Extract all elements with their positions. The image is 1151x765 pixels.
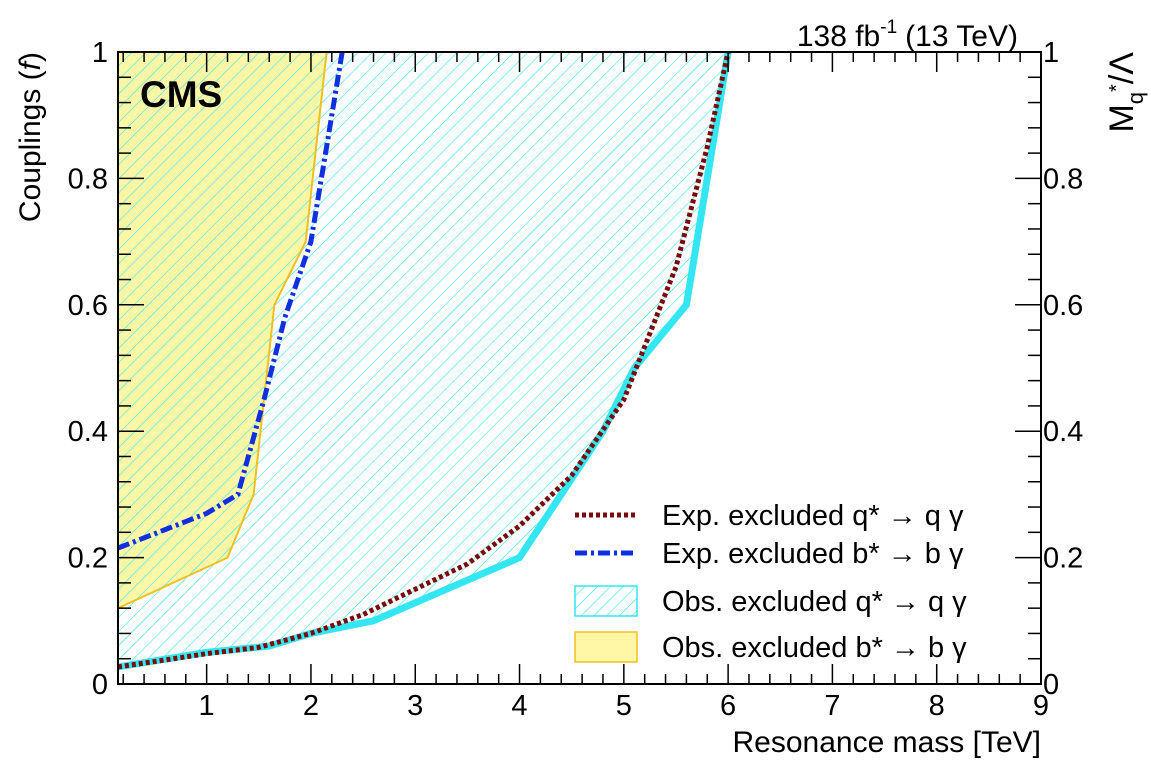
y-tick-label: 0.2 [68, 543, 108, 575]
y-tick-label: 0.6 [68, 290, 108, 322]
obs-excluded-qstar-boundary [118, 52, 732, 671]
legend-label-obs-bstar: Obs. excluded b* → b γ [662, 632, 967, 664]
y-tick-labels: 0 0.2 0.4 0.6 0.8 1 [68, 37, 108, 701]
obs-excluded-qstar-area [118, 52, 729, 667]
y-axis-title-main: Couplings ( [14, 70, 47, 222]
lumi-energy: (13 TeV) [905, 20, 1018, 53]
y2-tick-label: 0.8 [1043, 163, 1083, 195]
y2-tick-label: 1 [1043, 37, 1059, 69]
legend: Exp. excluded q* → q γ Exp. excluded b* … [574, 500, 967, 664]
exp-excluded-bstar-line [118, 52, 345, 551]
y2-axis-title-q: q [1123, 92, 1148, 104]
y-axis-title-italic: f [14, 59, 47, 70]
y2-axis-title-m: M [1103, 104, 1141, 132]
legend-label-exp-bstar: Exp. excluded b* → b γ [662, 538, 964, 570]
x-tick-label: 2 [303, 690, 319, 722]
y-tick-label: 0 [92, 669, 108, 701]
x-tick-label: 9 [1033, 690, 1049, 722]
x-tick-label: 4 [511, 690, 527, 722]
y-axis-title-close: ) [14, 52, 47, 62]
legend-label-exp-qstar: Exp. excluded q* → q γ [662, 500, 964, 532]
y2-tick-label: 0.4 [1043, 416, 1083, 448]
legend-swatch-obs-bstar [574, 631, 638, 663]
y-axis-title: Couplings (f) [14, 52, 47, 222]
y2-tick-label: 0 [1043, 669, 1059, 701]
x-tick-label: 7 [824, 690, 840, 722]
y-tick-label: 0.4 [68, 416, 108, 448]
x-tick-label: 1 [199, 690, 215, 722]
y2-axis-title: Mq*/Λ [1103, 52, 1148, 133]
lumi-exponent: -1 [880, 17, 897, 38]
axis-ticks [118, 51, 1042, 685]
luminosity-label: 138 fb-1 (13 TeV) [797, 17, 1018, 53]
x-tick-labels: 1 2 3 4 5 6 7 8 9 [199, 690, 1050, 722]
y-tick-label: 0.8 [68, 163, 108, 195]
x-tick-label: 6 [720, 690, 736, 722]
lumi-value: 138 fb [797, 20, 880, 53]
y-tick-label: 1 [92, 37, 108, 69]
legend-label-obs-qstar: Obs. excluded q* → q γ [662, 586, 967, 618]
cms-label: CMS [140, 74, 222, 115]
y2-axis-title-star: * [1106, 84, 1128, 92]
x-tick-label: 3 [407, 690, 423, 722]
y2-tick-label: 0.2 [1043, 543, 1083, 575]
plot-frame [117, 51, 1042, 685]
x-tick-label: 8 [929, 690, 945, 722]
legend-swatch-obs-qstar [574, 585, 638, 617]
x-axis-title: Resonance mass [TeV] [733, 726, 1041, 759]
exp-excluded-qstar-line [118, 52, 731, 670]
y2-axis-title-rest: /Λ [1103, 52, 1141, 84]
x-tick-label: 5 [616, 690, 632, 722]
y2-tick-label: 0.6 [1043, 290, 1083, 322]
y2-tick-labels: 0 0.2 0.4 0.6 0.8 1 [1043, 37, 1083, 701]
